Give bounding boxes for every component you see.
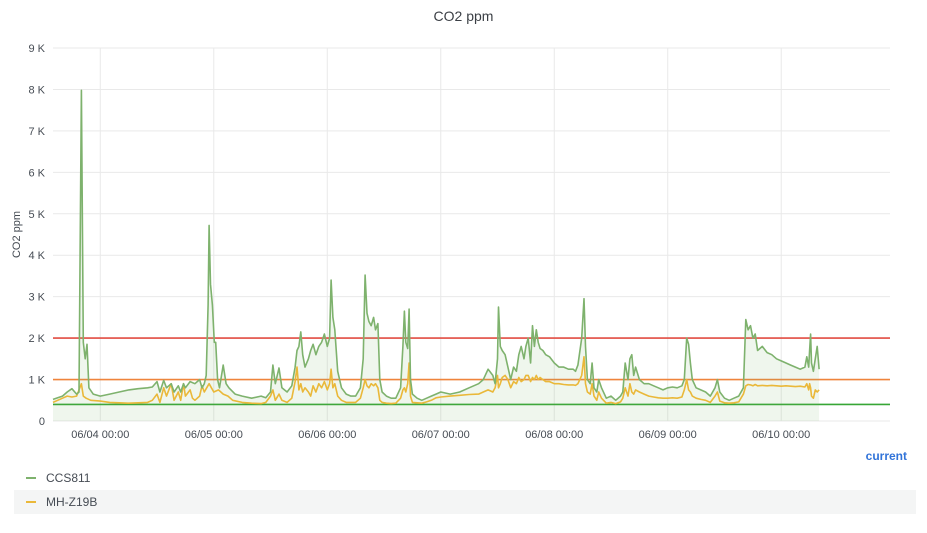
y-tick-label: 2 K	[28, 333, 45, 345]
x-tick-label: 06/10 00:00	[752, 429, 810, 441]
legend-current-header[interactable]: current	[865, 449, 907, 463]
x-tick-label: 06/07 00:00	[412, 429, 470, 441]
x-tick-label: 06/05 00:00	[185, 429, 243, 441]
y-tick-label: 9 K	[28, 43, 45, 55]
y-tick-label: 0	[39, 416, 45, 428]
axes: 0 1 K 2 K 3 K 4 K 5 K 6 K 7 K 8 K 9 K 06/04 00:00 0…	[11, 43, 810, 441]
legend-label-mhz19b: MH-Z19B	[46, 495, 98, 509]
legend: CCS811 MH-Z19B	[14, 466, 916, 518]
series-line-ccs811	[52, 89, 820, 402]
thresholds	[53, 337, 890, 406]
y-tick-label: 4 K	[28, 250, 45, 262]
y-tick-label: 8 K	[28, 84, 45, 96]
x-tick-label: 06/08 00:00	[525, 429, 583, 441]
legend-swatch-ccs811	[26, 477, 36, 479]
x-tick-label: 06/09 00:00	[639, 429, 697, 441]
legend-item-mhz19b[interactable]: MH-Z19B	[14, 490, 916, 514]
legend-item-ccs811[interactable]: CCS811	[14, 466, 916, 490]
series-line-mh-z19b	[52, 356, 820, 405]
series-lines	[52, 89, 820, 422]
y-axis-label: CO2 ppm	[11, 211, 23, 258]
y-tick-label: 6 K	[28, 167, 45, 179]
x-tick-label: 06/04 00:00	[71, 429, 129, 441]
y-tick-label: 1 K	[28, 375, 45, 387]
co2-chart: 0 1 K 2 K 3 K 4 K 5 K 6 K 7 K 8 K 9 K 06/04 00:00 0…	[11, 43, 890, 441]
y-tick-label: 3 K	[28, 292, 45, 304]
y-tick-label: 5 K	[28, 209, 45, 221]
panel-title: CO2 ppm	[433, 8, 494, 24]
x-tick-label: 06/06 00:00	[298, 429, 356, 441]
y-tick-label: 7 K	[28, 126, 45, 138]
legend-label-ccs811: CCS811	[46, 471, 91, 485]
legend-swatch-mhz19b	[26, 501, 36, 503]
